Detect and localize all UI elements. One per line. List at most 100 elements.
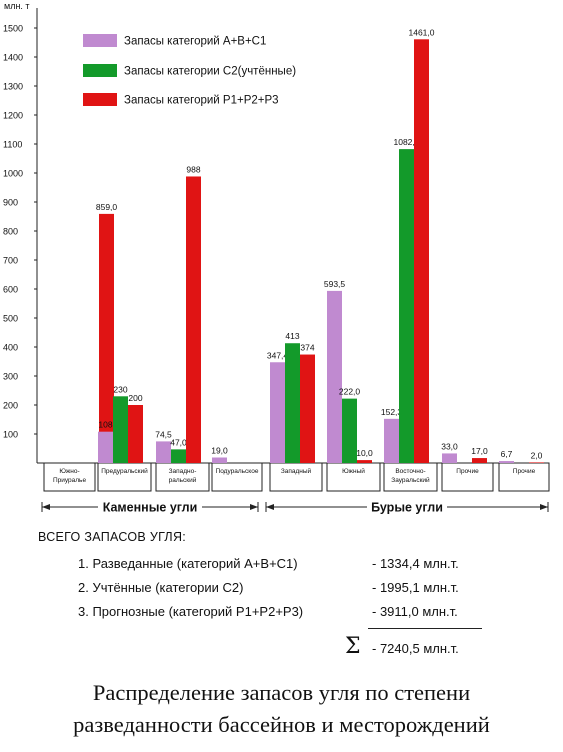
y-tick-label: 1100 [3, 140, 22, 150]
arrow-right-icon [540, 504, 548, 510]
legend-label-2: Запасы категорий Р1+Р2+Р3 [124, 95, 279, 107]
category-label: Подуральское [216, 468, 259, 475]
bar [327, 290, 342, 463]
arrow-left-icon [42, 504, 50, 510]
category-label: Южный [342, 467, 365, 475]
caption-line-2: разведанности бассейнов и месторождений [73, 712, 490, 737]
y-tick-label: 100 [3, 430, 18, 440]
bar [98, 431, 113, 463]
category-label: Западный [281, 467, 312, 475]
category-label: Западно- [169, 468, 197, 475]
y-tick-label: 600 [3, 285, 18, 295]
summary-row-explored-label: 1. Разведанные (категорий А+В+С1) [78, 556, 298, 571]
bar-value-label: 200 [128, 393, 142, 403]
y-tick-label: 800 [3, 227, 18, 237]
arrow-right-icon [250, 504, 258, 510]
bar-value-label: 74,5 [155, 429, 172, 439]
bar [171, 449, 186, 463]
bar-value-label: 6,7 [501, 449, 513, 459]
legend-swatch-2 [83, 93, 117, 106]
group-label: Бурые угли [371, 501, 443, 515]
legend-label-1: Запасы категории С2(учтённые) [124, 66, 296, 78]
bar [128, 405, 143, 463]
group-label-backing [367, 499, 447, 515]
bar [156, 441, 171, 463]
bar [212, 457, 227, 463]
coal-reserves-chart: млн. т 100 200 300 400 500 600 700 800 900 1000 110… [3, 1, 550, 515]
bar [300, 354, 315, 463]
bar [186, 176, 201, 464]
bar-value-label: 593,5 [324, 279, 346, 289]
y-tick-label: 300 [3, 372, 18, 382]
category-label: Предуральский [101, 467, 148, 475]
bar-value-label: 347,4 [267, 350, 289, 360]
bar-value-label: 17,0 [471, 446, 488, 456]
category-box [441, 462, 494, 492]
bar-value-label: 19,0 [211, 445, 228, 455]
bar [414, 39, 429, 464]
bar-value-label: 859,0 [96, 202, 118, 212]
y-tick-label: 700 [3, 256, 18, 266]
summary-row-registered-value: - 1995,1 млн.т. [372, 580, 459, 595]
bar [442, 453, 457, 463]
category-box [498, 462, 550, 492]
bar [99, 213, 114, 463]
bar-value-label: 2,0 [531, 450, 543, 460]
y-tick-label: 1300 [3, 82, 23, 92]
bar-value-label: 108 [98, 420, 112, 430]
summary-heading: ВСЕГО ЗАПАСОВ УГЛЯ: [38, 530, 187, 544]
category-box [43, 462, 96, 492]
category-label: Прочие [456, 468, 479, 475]
bar [399, 149, 414, 463]
bar [285, 343, 300, 463]
caption-line-1: Распределение запасов угля по степени [92, 680, 471, 705]
bar [270, 362, 285, 463]
summary-row-registered-label: 2. Учтённые (категории С2) [78, 580, 244, 595]
category-label: Прочие [513, 468, 536, 475]
y-unit-label: млн. т [4, 1, 30, 11]
group-label-backing [98, 499, 202, 515]
y-tick-label: 1000 [3, 169, 23, 179]
y-tick-label: 900 [3, 198, 18, 208]
bar-value-label: 1082,4 [394, 137, 420, 147]
y-tick-label: 200 [3, 401, 18, 411]
bar [113, 396, 128, 463]
category-label: Восточно- [395, 468, 425, 475]
category-label: ральский [169, 476, 197, 484]
bar-value-label: 152,3 [381, 407, 403, 417]
category-box [211, 462, 263, 492]
bar-value-label: 230 [113, 384, 127, 394]
y-tick-label: 1200 [3, 111, 23, 121]
bar-value-label: 988 [186, 164, 200, 174]
legend-label-0: Запасы категорий А+В+С1 [124, 36, 266, 48]
legend-swatch-0 [83, 34, 117, 47]
bar [384, 418, 399, 463]
bar [342, 398, 357, 463]
bar [529, 462, 544, 463]
y-tick-label: 1500 [3, 24, 23, 34]
bar-value-label: 47,0 [170, 437, 187, 447]
summary-row-forecast-label: 3. Прогнозные (категорий Р1+Р2+Р3) [78, 604, 304, 619]
bar [472, 458, 487, 463]
group-label: Каменные угли [103, 501, 198, 515]
y-tick-label: 400 [3, 343, 18, 353]
y-tick-label: 500 [3, 314, 18, 324]
bar-value-label: 413 [285, 331, 299, 341]
legend-swatch-1 [83, 64, 117, 77]
category-label: Зауральский [391, 476, 430, 484]
bar [357, 460, 372, 463]
bar-value-label: 33,0 [441, 441, 458, 451]
summary-divider [368, 628, 482, 629]
category-label: Приуралье [53, 477, 87, 484]
summary-total: - 7240,5 млн.т. [372, 641, 459, 656]
bar [499, 461, 514, 463]
arrow-left-icon [266, 504, 274, 510]
summary-row-explored-value: - 1334,4 млн.т. [372, 556, 459, 571]
bar-value-label: 10,0 [356, 448, 373, 458]
y-tick-label: 1400 [3, 53, 23, 63]
bar-value-label: 222,0 [339, 387, 361, 397]
summary-row-forecast-value: - 3911,0 млн.т. [372, 604, 458, 619]
sigma-symbol: Σ [345, 634, 361, 659]
category-label: Южно- [59, 468, 79, 475]
bar-value-label: 1461,0 [409, 27, 435, 37]
